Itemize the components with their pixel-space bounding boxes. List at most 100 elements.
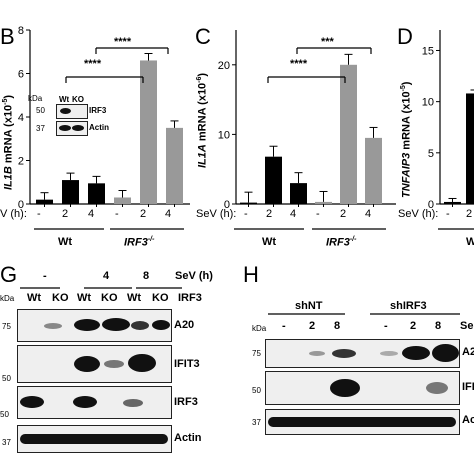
tick: 4 [290, 208, 297, 220]
lane: KO [101, 292, 118, 304]
g-kda-label: kDa [0, 294, 15, 303]
y-tick-label-B: 8 [18, 25, 24, 37]
bar-B-5 [166, 127, 183, 204]
y-tick-label-D: 15 [422, 45, 434, 57]
h-label-actin: Ac [462, 414, 474, 426]
inset-label-actin: Actin [89, 123, 109, 132]
panel-d-sev-label: SeV (h): [398, 208, 439, 220]
g-blot-a20 [17, 309, 172, 342]
tick: 2 [62, 208, 69, 220]
panel-b-sig-2: **** [114, 36, 132, 48]
lane: 2 [309, 320, 316, 332]
tick: 2 [266, 208, 273, 220]
h-sev-label: Se [460, 320, 474, 332]
tick: - [446, 208, 450, 220]
tick: 2 [140, 208, 147, 220]
y-tick-label-C: 0 [224, 199, 230, 211]
tick: - [115, 208, 119, 220]
tick: - [37, 208, 41, 220]
bar-B-3 [114, 197, 131, 204]
bar-C-4 [340, 64, 357, 204]
g-time-0: - [43, 270, 47, 282]
bar-B-0 [36, 199, 53, 204]
bar-B-4 [140, 60, 157, 205]
inset-blot-irf3 [56, 104, 88, 119]
g-label-actin: Actin [174, 432, 202, 444]
y-tick-label-C: 20 [218, 60, 230, 72]
g-label-a20: A20 [174, 319, 195, 331]
h-group-shnt: shNT [295, 300, 323, 312]
inset-kda-label: kDa [28, 94, 43, 103]
bar-C-2 [290, 183, 307, 204]
g-marker: 37 [2, 438, 11, 447]
panel-d-ylabel: TNFAIP3 mRNA (x10-5) [400, 81, 413, 198]
panel-c-group-wt: Wt [262, 236, 277, 248]
tick: - [316, 208, 320, 220]
h-kda-label: kDa [252, 324, 267, 333]
panel-b-group-wt: Wt [58, 236, 73, 248]
g-marker: 50 [0, 410, 9, 419]
lane: - [384, 320, 388, 332]
g-label-irf3: IRF3 [174, 396, 198, 408]
h-marker: 37 [252, 418, 261, 427]
lane: KO [152, 292, 169, 304]
g-label-ifit3: IFIT3 [174, 358, 200, 370]
g-marker: 75 [2, 322, 11, 331]
panel-c-ylabel: IL1A mRNA (x10-6) [196, 72, 209, 168]
panel-c-sig-2: *** [321, 36, 334, 48]
h-marker: 75 [252, 349, 261, 358]
lane: Wt [127, 292, 142, 304]
panel-b-sig-1: **** [84, 58, 102, 70]
inset-lane-wt: Wt [59, 95, 70, 104]
y-tick-label-B: 4 [18, 112, 24, 124]
inset-label-irf3: IRF3 [89, 106, 107, 115]
tick: - [244, 208, 248, 220]
inset-lane-ko: KO [72, 95, 84, 104]
y-tick-label-D: 10 [422, 97, 434, 109]
h-blot-ifit3 [265, 371, 460, 405]
bar-D-0 [444, 201, 461, 204]
h-group-shirf3: shIRF3 [390, 300, 427, 312]
bar-B-1 [62, 180, 79, 204]
lane: - [282, 320, 286, 332]
g-time-2: 8 [143, 270, 150, 282]
inset-blot-actin [56, 121, 88, 136]
panel-c-group-ko: IRF3-/- [326, 236, 357, 249]
h-blot-a20 [265, 339, 460, 368]
lane: KO [52, 292, 69, 304]
h-label-ifit3: IFI [462, 381, 474, 393]
g-blot-actin [17, 425, 172, 453]
lane: Wt [77, 292, 92, 304]
panel-c-sev-label: SeV (h): [196, 208, 237, 220]
tick: 4 [165, 208, 172, 220]
lane: Wt [27, 292, 42, 304]
h-blot-actin [265, 409, 460, 435]
lane: 8 [435, 320, 442, 332]
bar-C-1 [265, 156, 282, 204]
panel-c-sig-1: **** [290, 58, 308, 70]
bar-C-0 [240, 202, 257, 204]
inset-marker-50: 50 [36, 106, 45, 115]
y-tick-label-B: 0 [18, 199, 24, 211]
h-label-a20: A2 [462, 346, 474, 358]
panel-letter-d: D [397, 24, 413, 49]
panel-letter-h: H [243, 262, 259, 287]
lane: 8 [334, 320, 341, 332]
bar-B-2 [88, 183, 105, 204]
tick: 2 [340, 208, 347, 220]
g-irf3-label: IRF3 [178, 292, 202, 304]
tick: 2 [466, 208, 473, 220]
g-sev-label: SeV (h) [175, 270, 213, 282]
panel-letter-c: C [195, 24, 211, 49]
y-tick-label-B: 2 [18, 156, 24, 168]
tick: 4 [88, 208, 95, 220]
g-blot-irf3 [17, 386, 172, 419]
h-marker: 50 [252, 386, 261, 395]
g-blot-ifit3 [17, 345, 172, 383]
y-tick-label-D: 0 [428, 199, 434, 211]
y-tick-label-B: 6 [18, 69, 24, 81]
g-marker: 50 [2, 374, 11, 383]
g-time-1: 4 [103, 270, 110, 282]
bar-C-3 [315, 201, 332, 204]
